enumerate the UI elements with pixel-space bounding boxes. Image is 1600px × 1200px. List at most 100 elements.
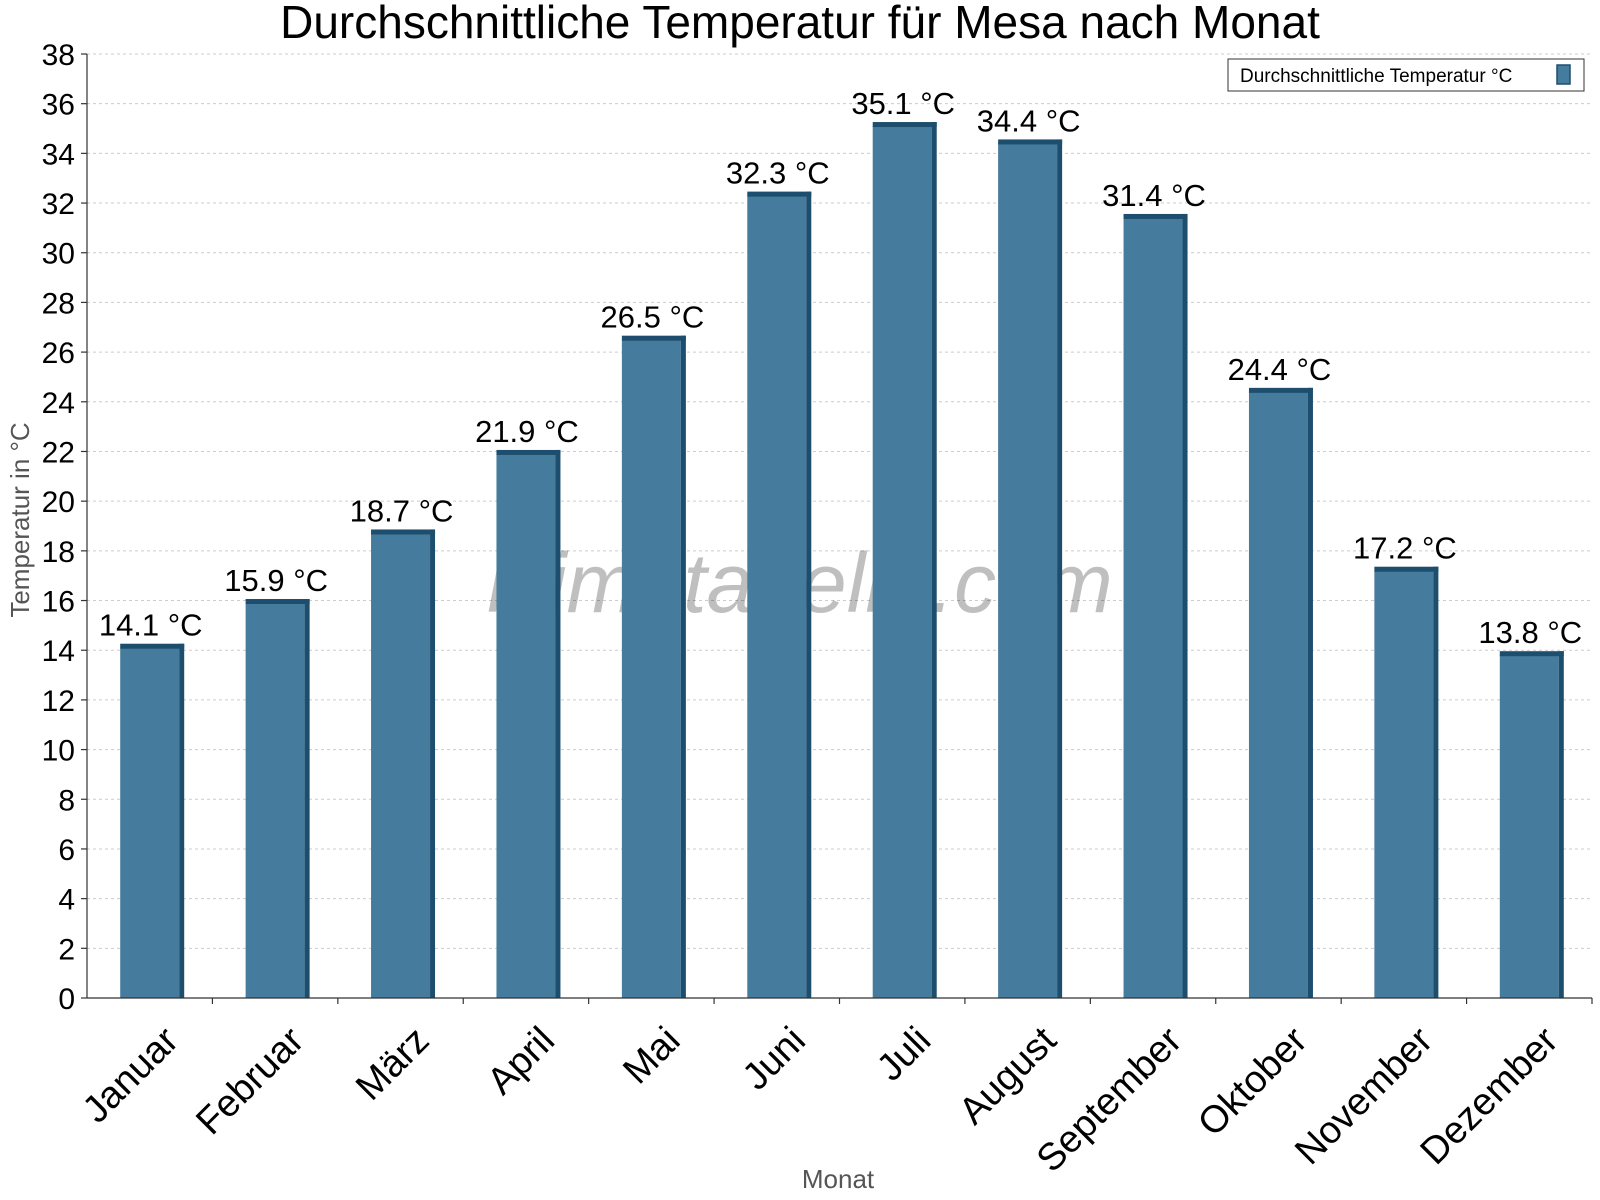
axes bbox=[81, 53, 1593, 1004]
bar-side bbox=[1307, 387, 1313, 998]
bar-top bbox=[1248, 387, 1313, 393]
bar bbox=[747, 191, 812, 999]
bars bbox=[120, 122, 1564, 999]
bar-face bbox=[120, 647, 180, 998]
x-tick-label: April bbox=[480, 1019, 563, 1102]
bar-face bbox=[621, 339, 681, 998]
y-tick-label: 30 bbox=[42, 238, 75, 271]
data-label: 26.5 °C bbox=[601, 300, 705, 335]
bar-top bbox=[245, 599, 310, 605]
y-tick-label: 24 bbox=[42, 387, 75, 420]
bar-side bbox=[1558, 651, 1564, 998]
bar-face bbox=[747, 195, 807, 999]
bar-face bbox=[496, 453, 556, 998]
bar-side bbox=[806, 191, 812, 999]
data-label: 18.7 °C bbox=[350, 493, 454, 528]
x-tick-label: Februar bbox=[188, 1019, 312, 1143]
y-tick-label: 14 bbox=[42, 635, 75, 668]
bar bbox=[1374, 566, 1439, 998]
y-tick-label: 16 bbox=[42, 586, 75, 619]
bar-face bbox=[1123, 217, 1183, 999]
y-tick-label: 18 bbox=[42, 536, 75, 569]
bar-side bbox=[1433, 566, 1439, 998]
data-label: 15.9 °C bbox=[224, 563, 328, 598]
data-labels: 14.1 °C 15.9 °C 18.7 °C 21.9 °C 26.5 °C 32.3 … bbox=[99, 86, 1582, 650]
x-tick-label: Oktober bbox=[1190, 1019, 1316, 1145]
data-label: 24.4 °C bbox=[1228, 352, 1332, 387]
y-tick-label: 8 bbox=[58, 784, 75, 817]
bar bbox=[245, 599, 310, 998]
x-tick-label: Dezember bbox=[1413, 1019, 1567, 1173]
legend: Durchschnittliche Temperatur °C bbox=[1227, 58, 1585, 92]
bar-face bbox=[998, 143, 1058, 998]
y-tick-label: 38 bbox=[42, 39, 75, 72]
bar bbox=[371, 529, 436, 998]
bar bbox=[1248, 387, 1313, 998]
legend-swatch bbox=[1556, 64, 1571, 85]
bar-top bbox=[1499, 651, 1564, 657]
chart-title: Durchschnittliche Temperatur für Mesa na… bbox=[280, 0, 1320, 48]
bar bbox=[621, 335, 686, 998]
y-tick-label: 28 bbox=[42, 287, 75, 320]
data-label: 35.1 °C bbox=[851, 86, 955, 121]
bar-side bbox=[680, 335, 686, 998]
data-label: 32.3 °C bbox=[726, 156, 830, 191]
x-tick-label: Juli bbox=[869, 1019, 939, 1089]
bar-face bbox=[245, 603, 305, 998]
y-tick-label: 22 bbox=[42, 436, 75, 469]
bar-face bbox=[371, 533, 431, 998]
bar-face bbox=[1499, 655, 1559, 998]
y-tick-label: 6 bbox=[58, 834, 75, 867]
x-tick-label: August bbox=[951, 1019, 1065, 1133]
bar-top bbox=[1374, 566, 1439, 572]
y-tick-label: 10 bbox=[42, 735, 75, 768]
y-tick-label: 20 bbox=[42, 486, 75, 519]
y-tick-label: 12 bbox=[42, 685, 75, 718]
x-tick-label: März bbox=[348, 1019, 437, 1108]
x-tick-label: Mai bbox=[615, 1019, 688, 1092]
data-label: 13.8 °C bbox=[1478, 615, 1582, 650]
data-label: 34.4 °C bbox=[977, 103, 1081, 138]
bar-side bbox=[931, 122, 937, 998]
bar-side bbox=[304, 599, 310, 998]
bar-face bbox=[1248, 391, 1308, 998]
data-label: 21.9 °C bbox=[475, 414, 579, 449]
bar-side bbox=[1057, 139, 1063, 998]
grid-lines bbox=[87, 53, 1592, 949]
bar-top bbox=[496, 449, 561, 455]
bar bbox=[496, 449, 561, 998]
legend-label: Durchschnittliche Temperatur °C bbox=[1240, 66, 1512, 87]
y-tick-label: 4 bbox=[58, 884, 75, 917]
legend-box bbox=[1227, 58, 1585, 92]
x-tick-label: Januar bbox=[75, 1019, 187, 1131]
bar-top bbox=[120, 643, 185, 649]
bar bbox=[872, 122, 937, 998]
bar-top bbox=[872, 122, 937, 128]
data-label: 14.1 °C bbox=[99, 608, 203, 643]
bar bbox=[120, 643, 185, 998]
bar-top bbox=[1123, 213, 1188, 219]
y-tick-label: 32 bbox=[42, 188, 75, 221]
bar bbox=[998, 139, 1063, 998]
bar bbox=[1123, 213, 1188, 999]
x-tick-labels: Januar Februar März April Mai Juni Juli AugustS… bbox=[75, 1019, 1567, 1180]
y-axis-label: Temperatur in °C bbox=[5, 422, 35, 617]
bar-face bbox=[872, 126, 932, 998]
bar-top bbox=[998, 139, 1063, 145]
bar-side bbox=[430, 529, 436, 998]
data-label: 31.4 °C bbox=[1102, 178, 1206, 213]
bar-top bbox=[371, 529, 436, 535]
x-tick-label: Juni bbox=[735, 1019, 814, 1098]
y-tick-label: 0 bbox=[58, 983, 75, 1016]
bar-top bbox=[747, 191, 812, 197]
x-axis-label: Monat bbox=[802, 1164, 875, 1194]
y-tick-label: 2 bbox=[58, 933, 75, 966]
bar bbox=[1499, 651, 1564, 998]
bar-side bbox=[1182, 213, 1188, 999]
y-tick-label: 34 bbox=[42, 138, 75, 171]
data-label: 17.2 °C bbox=[1353, 531, 1457, 566]
bar-top bbox=[621, 335, 686, 341]
